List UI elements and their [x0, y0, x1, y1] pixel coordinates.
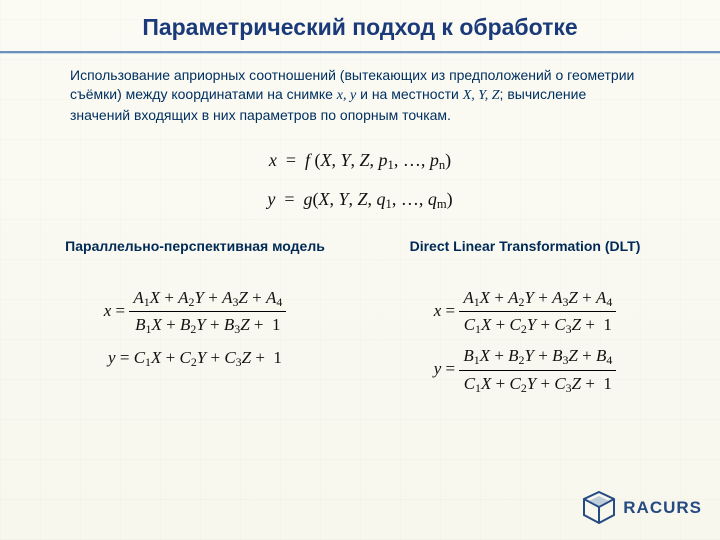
left-eq-x-num: A1X + A2Y + A3Z + A4: [129, 286, 286, 313]
main-eq-y: y = g(X, Y, Z, q1, …, qm): [0, 184, 720, 216]
right-equations: x = A1X + A2Y + A3Z + A4 C1X + C2Y + C3Z…: [360, 286, 690, 397]
right-eq-x: x = A1X + A2Y + A3Z + A4 C1X + C2Y + C3Z…: [360, 286, 690, 338]
left-eq-x: x = A1X + A2Y + A3Z + A4 B1X + B2Y + B3Z…: [30, 286, 360, 338]
right-eq-x-num: A1X + A2Y + A3Z + A4: [459, 286, 616, 313]
right-column: Direct Linear Transformation (DLT) x = A…: [360, 238, 690, 403]
left-eq-y: y = C1X + C2Y + C3Z + 1: [30, 346, 360, 371]
right-eq-y-den: C1X + C2Y + C3Z + 1: [459, 371, 616, 397]
right-eq-y-fraction: B1X + B2Y + B3Z + B4 C1X + C2Y + C3Z + 1: [459, 344, 616, 396]
left-eq-x-den: B1X + B2Y + B3Z + 1: [129, 312, 286, 338]
main-eq-x: x = f (X, Y, Z, p1, …, pn): [0, 145, 720, 177]
right-eq-x-fraction: A1X + A2Y + A3Z + A4 C1X + C2Y + C3Z + 1: [459, 286, 616, 338]
left-eq-x-fraction: A1X + A2Y + A3Z + A4 B1X + B2Y + B3Z + 1: [129, 286, 286, 338]
right-eq-x-den: C1X + C2Y + C3Z + 1: [459, 312, 616, 338]
logo-text: RACURS: [623, 498, 702, 518]
left-equations: x = A1X + A2Y + A3Z + A4 B1X + B2Y + B3Z…: [30, 286, 360, 371]
right-eq-y-lhs: y =: [434, 359, 455, 378]
intro-paragraph: Использование априорных соотношений (выт…: [0, 54, 720, 129]
main-equations: x = f (X, Y, Z, p1, …, pn) y = g(X, Y, Z…: [0, 129, 720, 236]
right-eq-y: y = B1X + B2Y + B3Z + B4 C1X + C2Y + C3Z…: [360, 344, 690, 396]
right-heading: Direct Linear Transformation (DLT): [360, 238, 690, 274]
slide-title: Параметрический подход к обработке: [0, 0, 720, 51]
right-eq-x-lhs: x =: [434, 301, 455, 320]
right-eq-y-num: B1X + B2Y + B3Z + B4: [459, 344, 616, 371]
racurs-logo: RACURS: [581, 490, 702, 526]
left-heading: Параллельно-перспективная модель: [30, 238, 360, 274]
cube-icon: [581, 490, 617, 526]
left-eq-x-lhs: x =: [104, 301, 125, 320]
left-column: Параллельно-перспективная модель x = A1X…: [30, 238, 360, 403]
